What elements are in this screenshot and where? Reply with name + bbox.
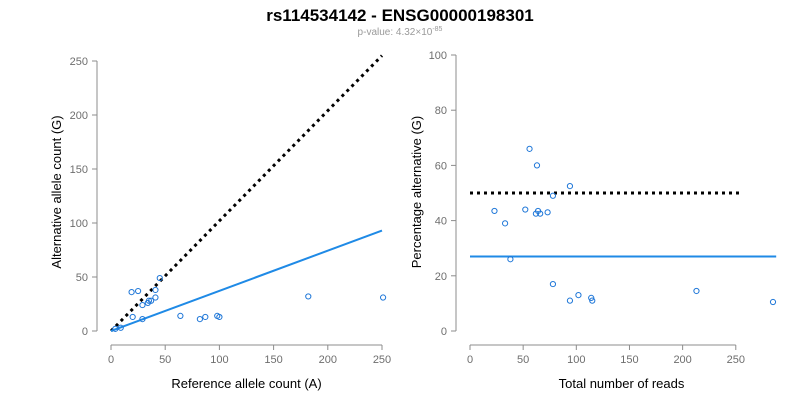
reference-dotted-line: [109, 54, 384, 333]
data-point: [139, 316, 146, 323]
data-point: [769, 298, 777, 306]
y-tick-label: 100: [429, 50, 447, 62]
x-tick-label: 150: [620, 354, 638, 366]
data-point: [379, 294, 387, 301]
x-tick-label: 200: [319, 354, 337, 366]
y-tick-label: 60: [435, 160, 447, 172]
x-tick-label: 200: [673, 354, 691, 366]
subtitle-pvalue: p-value: 4.32×10: [358, 27, 433, 38]
data-point: [156, 274, 163, 282]
y-tick-label: 200: [70, 110, 88, 122]
data-point: [526, 145, 533, 152]
data-point: [196, 316, 203, 323]
fit-line: [110, 229, 383, 332]
data-point: [148, 297, 155, 304]
data-point: [537, 210, 544, 217]
data-point: [575, 292, 582, 299]
data-point: [589, 297, 596, 304]
data-point: [129, 313, 136, 321]
left-panel-scatter: 0 50 100 150 200 250 0 50 100 150 200 250 Reference …: [49, 54, 391, 391]
y-tick-label: 0: [82, 326, 88, 338]
chart-title: rs114534142 - ENSG00000198301: [266, 6, 534, 25]
x-tick-label: 50: [159, 354, 171, 366]
data-point: [216, 313, 223, 321]
x-axis-label: Reference allele count (A): [171, 376, 321, 391]
x-tick-label: 100: [567, 354, 585, 366]
x-tick-label: 100: [210, 354, 228, 366]
x-tick-label: 50: [517, 354, 529, 366]
y-tick-label: 250: [70, 56, 88, 68]
subtitle-pvalue-exponent: -85: [432, 26, 442, 33]
right-panel-scatter: 0 50 100 150 200 250 0 20 40 60 80 100 Total number …: [409, 50, 777, 391]
data-point: [135, 287, 142, 295]
data-point: [507, 256, 514, 263]
data-point: [566, 297, 574, 304]
data-point: [128, 289, 135, 296]
chart-subtitle: p-value: 4.32×10-85: [358, 26, 443, 38]
y-tick-label: 0: [441, 326, 447, 338]
data-point: [522, 206, 529, 213]
data-point: [117, 324, 124, 331]
data-point: [177, 312, 184, 319]
x-tick-label: 150: [264, 354, 282, 366]
y-tick-label: 100: [70, 218, 88, 230]
y-tick-label: 20: [435, 271, 447, 283]
data-point: [152, 286, 159, 294]
data-point: [139, 301, 146, 309]
x-tick-label: 250: [373, 354, 391, 366]
data-point: [145, 297, 153, 304]
y-tick-label: 150: [70, 164, 88, 176]
data-point: [693, 287, 700, 295]
x-tick-label: 0: [467, 354, 473, 366]
data-point: [305, 293, 312, 300]
x-tick-label: 0: [108, 354, 114, 366]
data-point: [549, 192, 557, 199]
data-point: [152, 294, 159, 301]
data-point: [533, 162, 541, 169]
y-tick-label: 40: [435, 216, 447, 228]
data-point: [566, 183, 574, 190]
x-axis-label: Total number of reads: [559, 376, 685, 391]
data-point: [549, 280, 557, 288]
y-tick-label: 80: [435, 105, 447, 117]
data-point: [202, 313, 209, 321]
data-point: [544, 209, 551, 216]
data-point: [588, 294, 595, 301]
data-point: [501, 220, 509, 227]
y-axis-label: Alternative allele count (G): [49, 115, 64, 268]
x-tick-label: 250: [727, 354, 745, 366]
y-axis-label: Percentage alternative (G): [409, 116, 424, 268]
y-tick-label: 50: [76, 272, 88, 284]
data-point: [491, 207, 498, 215]
